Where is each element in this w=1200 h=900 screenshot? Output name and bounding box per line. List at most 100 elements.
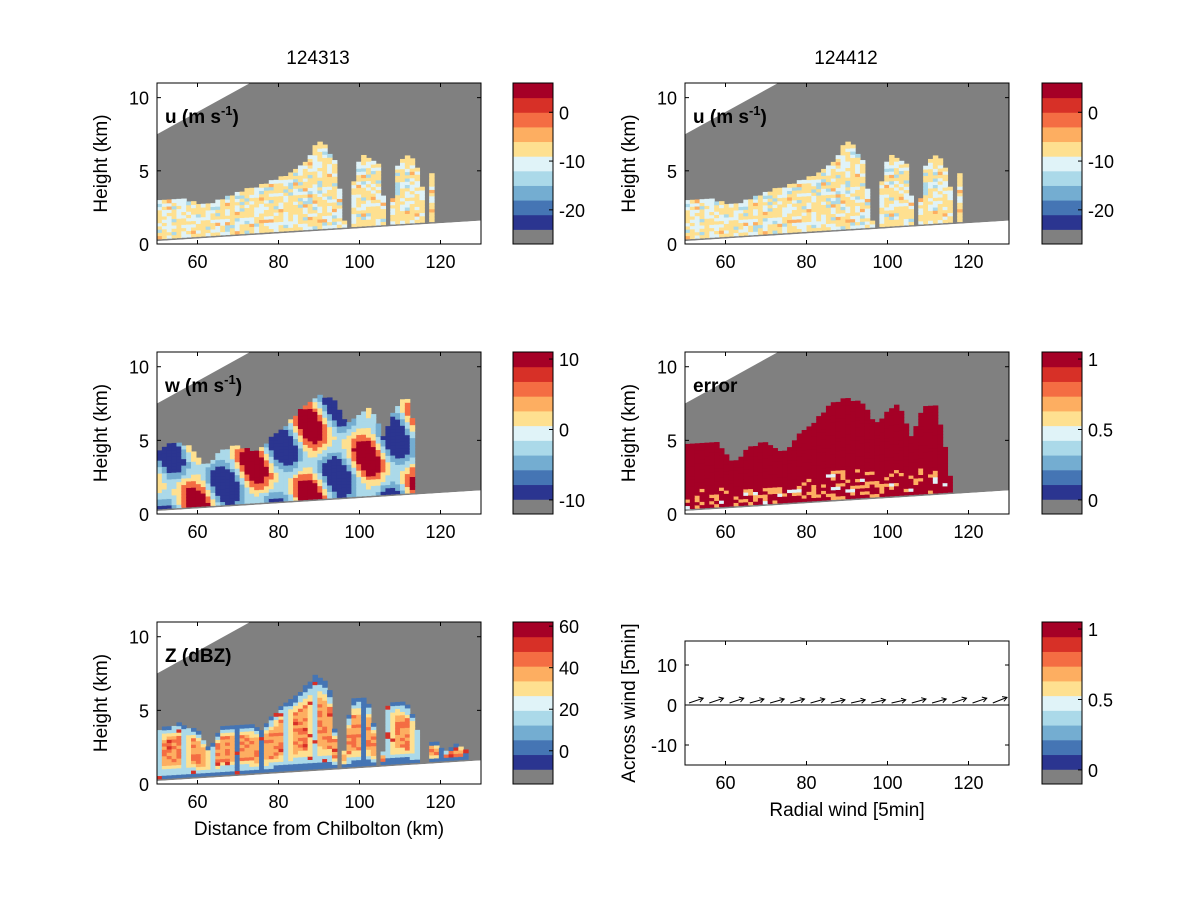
x-tick-label: 60 [715,522,735,542]
colorbar-tick-label: -10 [559,152,585,172]
x-tick-label: 100 [344,252,374,272]
colorbar-swatch [513,126,553,143]
x-tick-label: 120 [425,792,455,812]
wind-arrow [830,699,846,704]
x-tick-label: 100 [872,773,902,793]
wind-arrow-head [961,696,968,703]
colorbar-swatch [1042,622,1082,638]
colorbar-tick-label: 1 [1088,620,1098,640]
colorbar-swatch [513,440,553,456]
x-tick-label: 120 [953,252,983,272]
wind-arrow-head [799,697,806,703]
colorbar-swatch [1042,739,1082,756]
y-tick-label: 5 [667,431,677,451]
ground-mask [157,490,481,514]
colorbar-tick-label: 10 [559,350,579,370]
colorbar-swatch [513,410,553,427]
colorbar-tick-label: 1 [1088,350,1098,370]
colorbar-swatch [1042,83,1082,99]
ground-mask [157,220,481,244]
colorbar: 10.50 [1041,620,1113,785]
y-axis-label: Across wind [5min] [619,623,640,782]
colorbar-swatch [513,710,553,726]
colorbar-swatch [513,636,553,652]
y-axis-label: Height (km) [91,384,112,482]
x-tick-label: 80 [796,252,816,272]
colorbar-tick-label: 0 [1088,491,1098,511]
panel-label: Z (dBZ) [165,646,231,667]
colorbar: 60 40 20 0 [512,617,579,785]
x-tick-label: 120 [425,522,455,542]
data-field [157,674,469,780]
colorbar-swatch [1042,469,1082,486]
axes-frame [684,640,1010,766]
colorbar-tick-label: 0 [559,420,569,440]
y-tick-label: 5 [139,431,149,451]
wind-arrow [709,697,724,704]
x-tick-label: 80 [796,773,816,793]
colorbar-tick-label: 20 [559,700,579,720]
colorbar-tick-label: 0 [1088,103,1098,123]
colorbar-swatch [513,396,553,412]
wind-arrow [931,698,947,704]
colorbar: 10 0 -10 [512,350,585,515]
wind-arrow [952,697,967,704]
colorbar-swatch [1042,425,1082,441]
colorbar-swatch [513,739,553,756]
y-axis-label: Height (km) [91,114,112,212]
x-tick-label: 60 [187,522,207,542]
colorbar-swatch [1042,695,1082,711]
x-tick-label: 120 [425,252,455,272]
x-tick-label: 60 [187,792,207,812]
wind-arrow [972,697,987,704]
colorbar-swatch [1042,97,1082,113]
wind-arrow [769,698,785,704]
colorbar-tick-label: 0 [1088,761,1098,781]
colorbar-swatch [1042,484,1082,500]
colorbar-swatch [513,97,553,113]
axes-frame [156,82,482,245]
y-tick-label: 0 [139,235,149,255]
axes-frame [156,351,482,515]
colorbar-swatch [513,366,553,382]
wind-arrow-head [981,696,988,703]
wind-arrow-head [840,697,846,704]
title-left: 124313 [286,48,349,69]
colorbar-swatch [1042,200,1082,216]
x-tick-label: 60 [715,773,735,793]
data-field [685,141,963,240]
wind-arrow-head [921,697,927,703]
colorbar-tick-label: 0.5 [1088,420,1113,440]
wind-arrow [911,698,927,704]
data-field [157,394,416,510]
y-tick-label: 5 [667,162,677,182]
y-tick-label: 10 [129,89,149,109]
colorbar-swatch [513,695,553,711]
y-tick-label: 10 [129,358,149,378]
colorbar-swatch [513,381,553,397]
wind-arrow-head [779,697,786,703]
x-tick-label: 120 [953,522,983,542]
title-right: 124412 [814,48,877,69]
y-tick-label: 0 [667,235,677,255]
wind-arrow-head [880,697,887,704]
wind-arrow-head [759,697,765,703]
y-tick-label: 10 [657,89,677,109]
colorbar-swatch [513,112,553,128]
wind-arrow [992,696,1008,704]
data-field [157,141,435,240]
colorbar-tick-label: 60 [559,617,579,637]
x-tick-label: 80 [268,792,288,812]
colorbar-tick-label: -10 [1088,152,1114,172]
wind-arrow-head [941,697,948,703]
colorbar-swatch [1042,769,1082,785]
axes-frame [156,621,482,785]
colorbar-swatch [1042,185,1082,201]
colorbar-swatch [1042,651,1082,667]
colorbar-swatch [1042,710,1082,726]
colorbar-swatch [513,455,553,471]
colorbar-swatch [1042,680,1082,697]
y-axis-label: Height (km) [91,654,112,752]
